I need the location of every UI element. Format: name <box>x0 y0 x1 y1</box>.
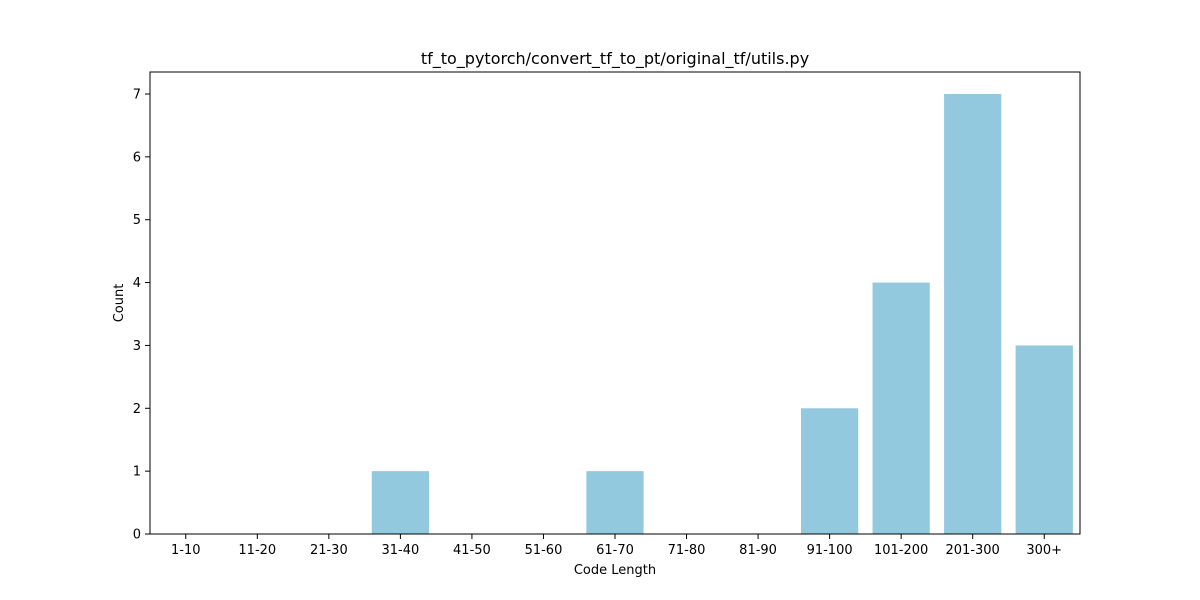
x-tick-label: 41-50 <box>453 543 491 558</box>
chart-title: tf_to_pytorch/convert_tf_to_pt/original_… <box>421 49 809 69</box>
x-axis-ticks: 1-10 11-20 21-30 31-40 41-50 51-60 61-70 71-80 8… <box>171 534 1062 558</box>
y-tick-label: 6 <box>133 150 141 165</box>
x-tick-label: 61-70 <box>596 543 634 558</box>
bars-group <box>371 94 1073 534</box>
x-tick-label: 1-10 <box>171 543 201 558</box>
y-tick-label: 7 <box>133 88 141 103</box>
x-axis-label: Code Length <box>574 563 656 578</box>
x-tick-label: 201-300 <box>946 543 1000 558</box>
bar-31-40 <box>371 471 429 534</box>
bar-201-300 <box>944 94 1002 534</box>
x-tick-label: 21-30 <box>310 543 348 558</box>
bar-61-70 <box>586 471 644 534</box>
y-axis-ticks: 0 1 2 3 4 5 6 7 <box>133 88 150 543</box>
y-tick-label: 0 <box>133 528 141 543</box>
x-tick-label: 300+ <box>1026 543 1062 558</box>
y-tick-label: 3 <box>133 339 141 354</box>
bar-91-100 <box>801 408 859 534</box>
x-tick-label: 81-90 <box>739 543 777 558</box>
bar-300+ <box>1015 345 1073 534</box>
y-tick-label: 1 <box>133 465 141 480</box>
x-tick-label: 11-20 <box>238 543 276 558</box>
bar-101-200 <box>872 282 930 534</box>
y-axis-label: Count <box>112 284 127 323</box>
y-tick-label: 4 <box>133 276 141 291</box>
x-tick-label: 51-60 <box>525 543 563 558</box>
y-tick-label: 2 <box>133 402 141 417</box>
x-tick-label: 31-40 <box>381 543 419 558</box>
y-tick-label: 5 <box>133 213 141 228</box>
x-tick-label: 101-200 <box>874 543 928 558</box>
plot-frame <box>149 71 1081 535</box>
x-tick-label: 91-100 <box>807 543 853 558</box>
x-tick-label: 71-80 <box>668 543 706 558</box>
